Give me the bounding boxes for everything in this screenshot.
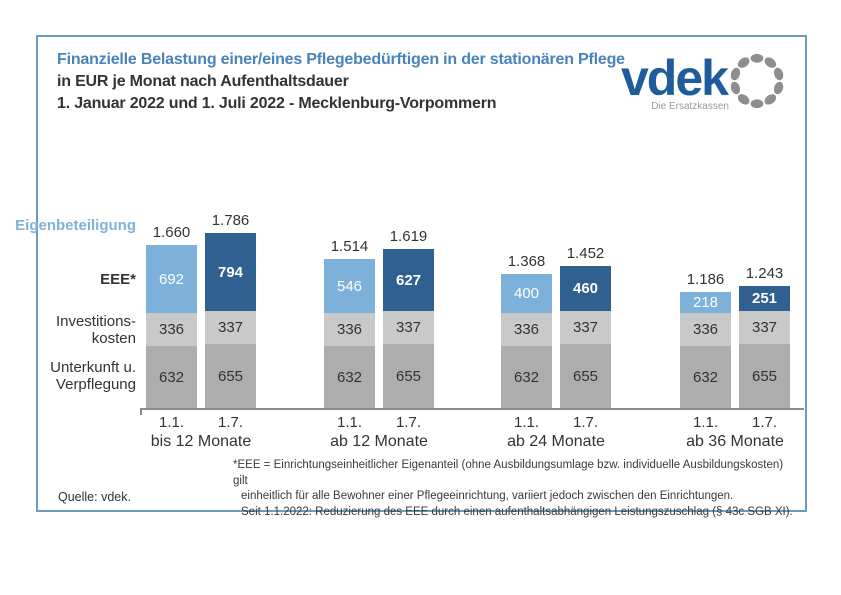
segment-unterkunft-verpflegung: 655: [560, 344, 611, 408]
bar-total-label: 1.514: [330, 238, 369, 255]
bar-ab-24-Monate-1.7.: 460 337 655: [560, 266, 611, 408]
segment-eee: 692: [146, 245, 197, 313]
row-label-investitionskosten-line2: kosten: [91, 329, 136, 347]
row-label-eee: EEE*: [38, 245, 140, 313]
vdek-logo: vdek Die Ersatzkassen: [621, 50, 791, 145]
x-axis-date-label: 1.7.: [217, 414, 244, 431]
vdek-wordmark: vdek: [621, 50, 729, 106]
row-label-unterkunft-line2: Verpflegung: [55, 376, 136, 393]
segment-investitionskosten: 336: [501, 313, 552, 346]
bar-total-label: 1.619: [389, 228, 428, 245]
bar-total-label: 1.660: [152, 224, 191, 241]
x-axis-group-label: bis 12 Monate: [150, 433, 252, 450]
segment-eee: 794: [205, 233, 256, 311]
segment-unterkunft-verpflegung: 632: [324, 346, 375, 408]
x-axis-group-label: ab 12 Monate: [330, 433, 428, 450]
segment-investitionskosten: 337: [383, 311, 434, 344]
bar-ab-12-Monate-1.1.: 546 336 632: [324, 259, 375, 408]
footnote-line: einheitlich für alle Bewohner einer Pfle…: [241, 490, 734, 502]
bar-total-label: 1.368: [507, 253, 546, 270]
chart-header: Finanzielle Belastung einer/eines Pflege…: [57, 49, 657, 115]
segment-investitionskosten: 337: [560, 311, 611, 344]
vdek-tagline: Die Ersatzkassen: [651, 101, 729, 112]
segment-eee: 460: [560, 266, 611, 311]
x-axis-date-label: 1.7.: [751, 414, 778, 431]
chart-subtitle-unit: in EUR je Monat nach Aufenthaltsdauer: [57, 73, 349, 90]
x-axis-group-label: ab 36 Monate: [686, 433, 784, 450]
row-label-unterkunft-verpflegung: Unterkunft u. Verpflegung: [38, 344, 140, 408]
chart-title: Finanzielle Belastung einer/eines Pflege…: [57, 51, 625, 68]
footnotes: *EEE = Einrichtungseinheitlicher Eigenan…: [233, 458, 798, 520]
bar-total-label: 1.452: [566, 245, 605, 262]
segment-eee: 218: [680, 292, 731, 313]
row-label-investitionskosten-line1: Investitions-: [55, 312, 136, 330]
segment-unterkunft-verpflegung: 632: [146, 346, 197, 408]
x-axis-date-label: 1.7.: [395, 414, 422, 431]
segment-eee: 546: [324, 259, 375, 313]
segment-unterkunft-verpflegung: 632: [680, 346, 731, 408]
bar-bis-12-Monate-1.7.: 794 337 655: [205, 233, 256, 408]
row-label-eigenbeteiligung: Eigenbeteiligung: [15, 215, 140, 235]
chart-frame: Finanzielle Belastung einer/eines Pflege…: [15, 35, 807, 518]
bar-ab-36-Monate-1.1.: 218 336 632: [680, 292, 731, 408]
row-label-investitionskosten: Investitions- kosten: [38, 311, 140, 348]
bar-ab-36-Monate-1.7.: 251 337 655: [739, 286, 790, 408]
segment-eee: 251: [739, 286, 790, 311]
segment-investitionskosten: 336: [324, 313, 375, 346]
x-axis-date-label: 1.1.: [513, 414, 540, 431]
footnote-line: *EEE = Einrichtungseinheitlicher Eigenan…: [233, 459, 784, 487]
bar-total-label: 1.786: [211, 212, 250, 229]
segment-investitionskosten: 336: [146, 313, 197, 346]
x-axis-tick: [140, 408, 142, 415]
segment-unterkunft-verpflegung: 655: [383, 344, 434, 408]
footnote-line: Seit 1.1.2022: Reduzierung des EEE durch…: [241, 505, 793, 518]
segment-unterkunft-verpflegung: 655: [205, 344, 256, 408]
segment-investitionskosten: 336: [680, 313, 731, 346]
chart-subtitle-dates: 1. Januar 2022 und 1. Juli 2022 - Meckle…: [57, 95, 497, 112]
x-axis-line: [140, 408, 804, 410]
segment-investitionskosten: 337: [739, 311, 790, 344]
x-axis-date-label: 1.1.: [336, 414, 363, 431]
x-axis-date-label: 1.1.: [158, 414, 185, 431]
bar-ab-24-Monate-1.1.: 400 336 632: [501, 274, 552, 408]
x-axis-date-label: 1.1.: [692, 414, 719, 431]
source-note: Quelle: vdek.: [58, 490, 131, 504]
row-label-eigenbeteiligung-text: Eigenbeteiligung: [15, 216, 136, 234]
row-label-eee-text: EEE*: [100, 270, 136, 288]
bar-bis-12-Monate-1.1.: 692 336 632: [146, 245, 197, 408]
segment-unterkunft-verpflegung: 655: [739, 344, 790, 408]
row-label-unterkunft-line1: Unterkunft u.: [50, 359, 136, 376]
x-axis-date-label: 1.7.: [572, 414, 599, 431]
segment-unterkunft-verpflegung: 632: [501, 346, 552, 408]
bar-ab-12-Monate-1.7.: 627 337 655: [383, 249, 434, 408]
segment-eee: 627: [383, 249, 434, 311]
segment-investitionskosten: 337: [205, 311, 256, 344]
vdek-dots-ring-icon: [730, 53, 784, 109]
plot-area: Eigenbeteiligung EEE* Investitions- kost…: [15, 37, 805, 510]
x-axis-group-label: ab 24 Monate: [507, 433, 605, 450]
bar-total-label: 1.243: [745, 265, 784, 282]
bar-total-label: 1.186: [686, 271, 725, 288]
segment-eee: 400: [501, 274, 552, 313]
